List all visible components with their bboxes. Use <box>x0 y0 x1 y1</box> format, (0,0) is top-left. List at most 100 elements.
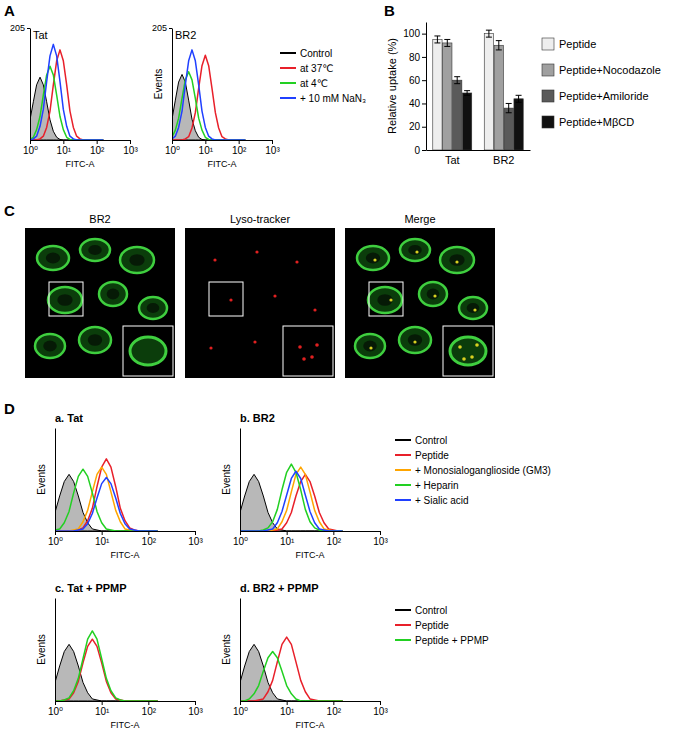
histogram-line <box>55 469 158 531</box>
plot-area <box>30 44 103 140</box>
tick-label: 10¹ <box>57 145 72 156</box>
y-axis <box>240 429 241 532</box>
axis-line <box>240 599 241 702</box>
y-axis-title: Events <box>221 634 232 665</box>
lysosome <box>295 260 298 263</box>
tick: 10¹ <box>57 140 72 156</box>
tick-mark <box>63 140 64 144</box>
tick-label: 40 <box>409 98 421 109</box>
tick: 10⁰ <box>23 140 38 156</box>
histogram-panel: 10⁰10¹10²10³c. Tat + PPMPFITC-AEvents <box>36 582 203 730</box>
lysosome <box>229 298 232 301</box>
cell-nucleus <box>129 254 144 266</box>
bar-panel: TatBR2020406080100Relative uptake (%)Pep… <box>386 23 661 166</box>
tick-label: 10³ <box>123 145 138 156</box>
tick: 10³ <box>373 701 388 717</box>
error-bar-line <box>516 102 522 103</box>
error-bar-line <box>506 112 512 113</box>
error-bar-line <box>454 83 460 84</box>
tick-label: 10⁰ <box>48 536 63 547</box>
tick: 10² <box>90 140 105 156</box>
legend-swatch <box>395 639 411 641</box>
error-bar-line <box>486 30 492 31</box>
image-title: Merge <box>404 213 435 225</box>
cell <box>37 246 69 270</box>
tick-mark <box>102 701 103 705</box>
legend-label: Peptide + PPMP <box>415 635 489 646</box>
histogram-panel: 10⁰10¹10²10³b. BR2FITC-AEventsControlPep… <box>221 412 551 560</box>
tick-mark <box>239 140 240 144</box>
inset-lysosome <box>315 343 319 347</box>
plot-area <box>55 459 158 531</box>
axis-line <box>30 29 31 141</box>
cell <box>35 334 65 358</box>
error-bar-line <box>496 49 502 50</box>
legend-label: at 37℃ <box>300 63 333 74</box>
tick: 10³ <box>123 140 138 156</box>
panel-letter: B <box>384 2 395 19</box>
tick-mark <box>130 140 131 144</box>
legend-swatch <box>542 38 554 50</box>
lysosome <box>455 260 458 263</box>
histogram-line <box>240 637 343 701</box>
error-bar <box>444 39 450 46</box>
tick-label: 0 <box>414 145 420 156</box>
y-axis <box>240 599 241 702</box>
error-bar-line <box>444 46 450 47</box>
tick-label: 20 <box>409 121 421 132</box>
lysosome <box>213 258 216 261</box>
tick: 10⁰ <box>165 140 180 156</box>
y-axis-title: Events <box>36 634 47 665</box>
cell-nucleus <box>46 253 60 264</box>
legend-swatch <box>395 454 411 456</box>
histogram-line <box>240 464 343 531</box>
tick: 20 <box>409 121 426 132</box>
tick: 205 <box>152 23 172 33</box>
error-bar-line <box>496 40 502 41</box>
tick-mark <box>55 531 56 535</box>
legend: ControlPeptide+ Monosialoganglioside (GM… <box>395 435 551 506</box>
histogram-area <box>55 644 158 701</box>
tick-label: 205 <box>10 23 25 33</box>
error-bar-line <box>498 41 499 50</box>
inset-lysosome <box>458 345 462 349</box>
cell <box>399 327 431 353</box>
legend-swatch <box>280 52 296 54</box>
lysosome <box>413 340 416 343</box>
histogram-line <box>172 50 245 140</box>
error-bar-line <box>488 30 489 37</box>
histogram-line <box>240 474 343 531</box>
histogram-line <box>240 652 343 701</box>
y-axis: 205 <box>10 23 31 140</box>
inset-cell <box>450 337 486 365</box>
error-bar-line <box>464 90 470 91</box>
panel-letter: A <box>4 2 15 19</box>
legend-label: Control <box>415 435 447 446</box>
tick-label: 60 <box>409 75 421 86</box>
histogram-line <box>30 66 103 140</box>
cell-nucleus <box>57 294 72 306</box>
inset-lysosome <box>298 345 302 349</box>
cell <box>459 297 487 319</box>
legend-label: Peptide <box>415 450 449 461</box>
cell-nucleus <box>88 245 102 255</box>
tick-label: 10² <box>90 145 105 156</box>
tick: 10⁰ <box>48 701 63 717</box>
tick: 205 <box>10 23 30 33</box>
tick: 10³ <box>373 531 388 547</box>
image-panel: BR2Lyso-trackerMerge <box>25 213 495 378</box>
tick: Tat <box>445 150 460 166</box>
legend-label: Peptide+Amiloride <box>559 90 649 102</box>
tick-mark <box>27 28 30 29</box>
x-axis-title: FITC-A <box>111 550 140 560</box>
cell <box>355 334 385 358</box>
legend-label: Peptide+MβCD <box>559 116 634 128</box>
tick: 10⁰ <box>233 531 248 547</box>
bar <box>443 43 452 150</box>
cell <box>440 247 474 273</box>
plot-area <box>55 631 158 701</box>
lysosome <box>415 250 418 253</box>
tick-mark <box>333 701 334 705</box>
lysosome <box>369 346 372 349</box>
tick-mark <box>172 140 173 144</box>
